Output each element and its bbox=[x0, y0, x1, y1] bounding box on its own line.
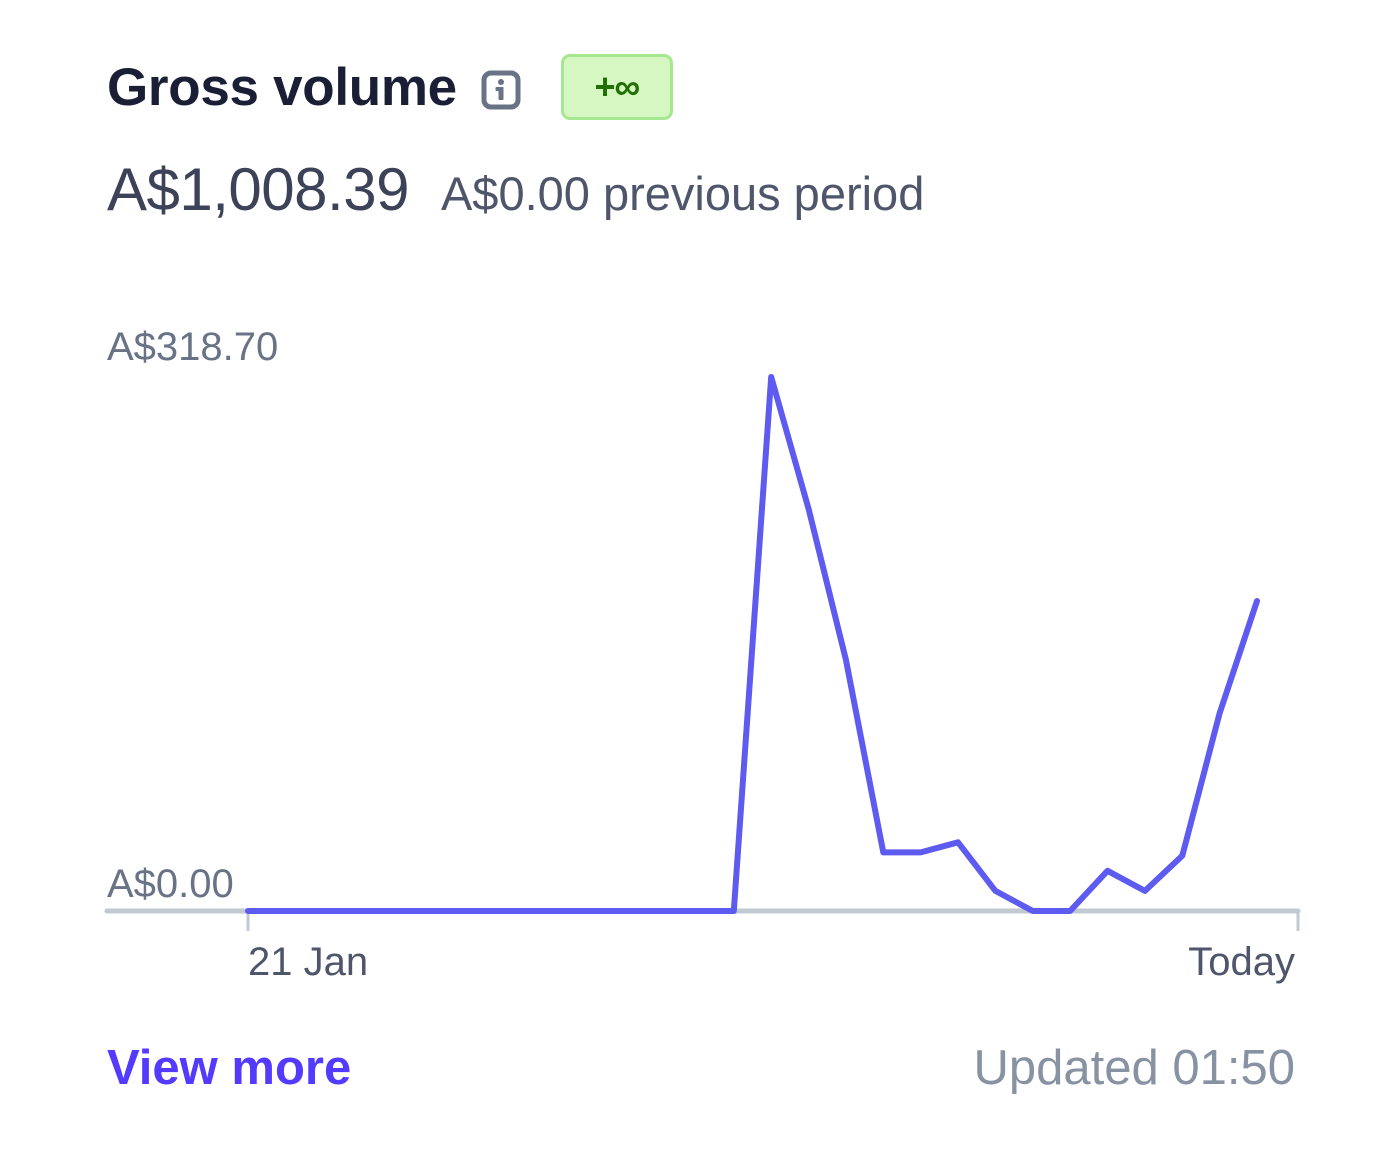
data-point bbox=[357, 908, 363, 914]
series-line-gross-volume bbox=[245, 374, 1260, 914]
data-point bbox=[955, 839, 961, 845]
data-point bbox=[918, 849, 924, 855]
y-tick-label-min: A$0.00 bbox=[107, 862, 234, 906]
data-point bbox=[581, 908, 587, 914]
data-point bbox=[768, 374, 774, 380]
data-point bbox=[1179, 853, 1185, 859]
data-point bbox=[469, 908, 475, 914]
data-point bbox=[1030, 908, 1036, 914]
data-point bbox=[843, 657, 849, 663]
previous-period-amount: A$0.00 previous period bbox=[440, 167, 925, 220]
info-icon[interactable] bbox=[481, 70, 521, 110]
data-point bbox=[1254, 598, 1260, 604]
x-tick-label-start: 21 Jan bbox=[248, 940, 369, 984]
data-point bbox=[992, 888, 998, 894]
data-point bbox=[619, 908, 625, 914]
data-point bbox=[1142, 888, 1148, 894]
data-point bbox=[245, 908, 251, 914]
data-point bbox=[693, 908, 699, 914]
data-point bbox=[1217, 710, 1223, 716]
data-point bbox=[320, 908, 326, 914]
data-point bbox=[731, 908, 737, 914]
title-row: Gross volume +∞ bbox=[107, 50, 673, 124]
updated-timestamp: Updated 01:50 bbox=[973, 1041, 1296, 1095]
data-point bbox=[282, 908, 288, 914]
data-point bbox=[880, 849, 886, 855]
data-point bbox=[432, 908, 438, 914]
data-point bbox=[806, 506, 812, 512]
data-point bbox=[1067, 908, 1073, 914]
y-tick-label-max: A$318.70 bbox=[107, 325, 279, 369]
data-point bbox=[544, 908, 550, 914]
data-point bbox=[507, 908, 513, 914]
total-amount: A$1,008.39 bbox=[107, 156, 409, 223]
data-point bbox=[1105, 868, 1111, 874]
x-tick-label-end: Today bbox=[1188, 940, 1295, 984]
data-point bbox=[394, 908, 400, 914]
change-badge: +∞ bbox=[560, 54, 673, 120]
card-title: Gross volume bbox=[107, 57, 457, 117]
view-more-link[interactable]: View more bbox=[107, 1041, 352, 1095]
amount-row: A$1,008.39 A$0.00 previous period bbox=[107, 155, 924, 224]
data-point bbox=[656, 908, 662, 914]
